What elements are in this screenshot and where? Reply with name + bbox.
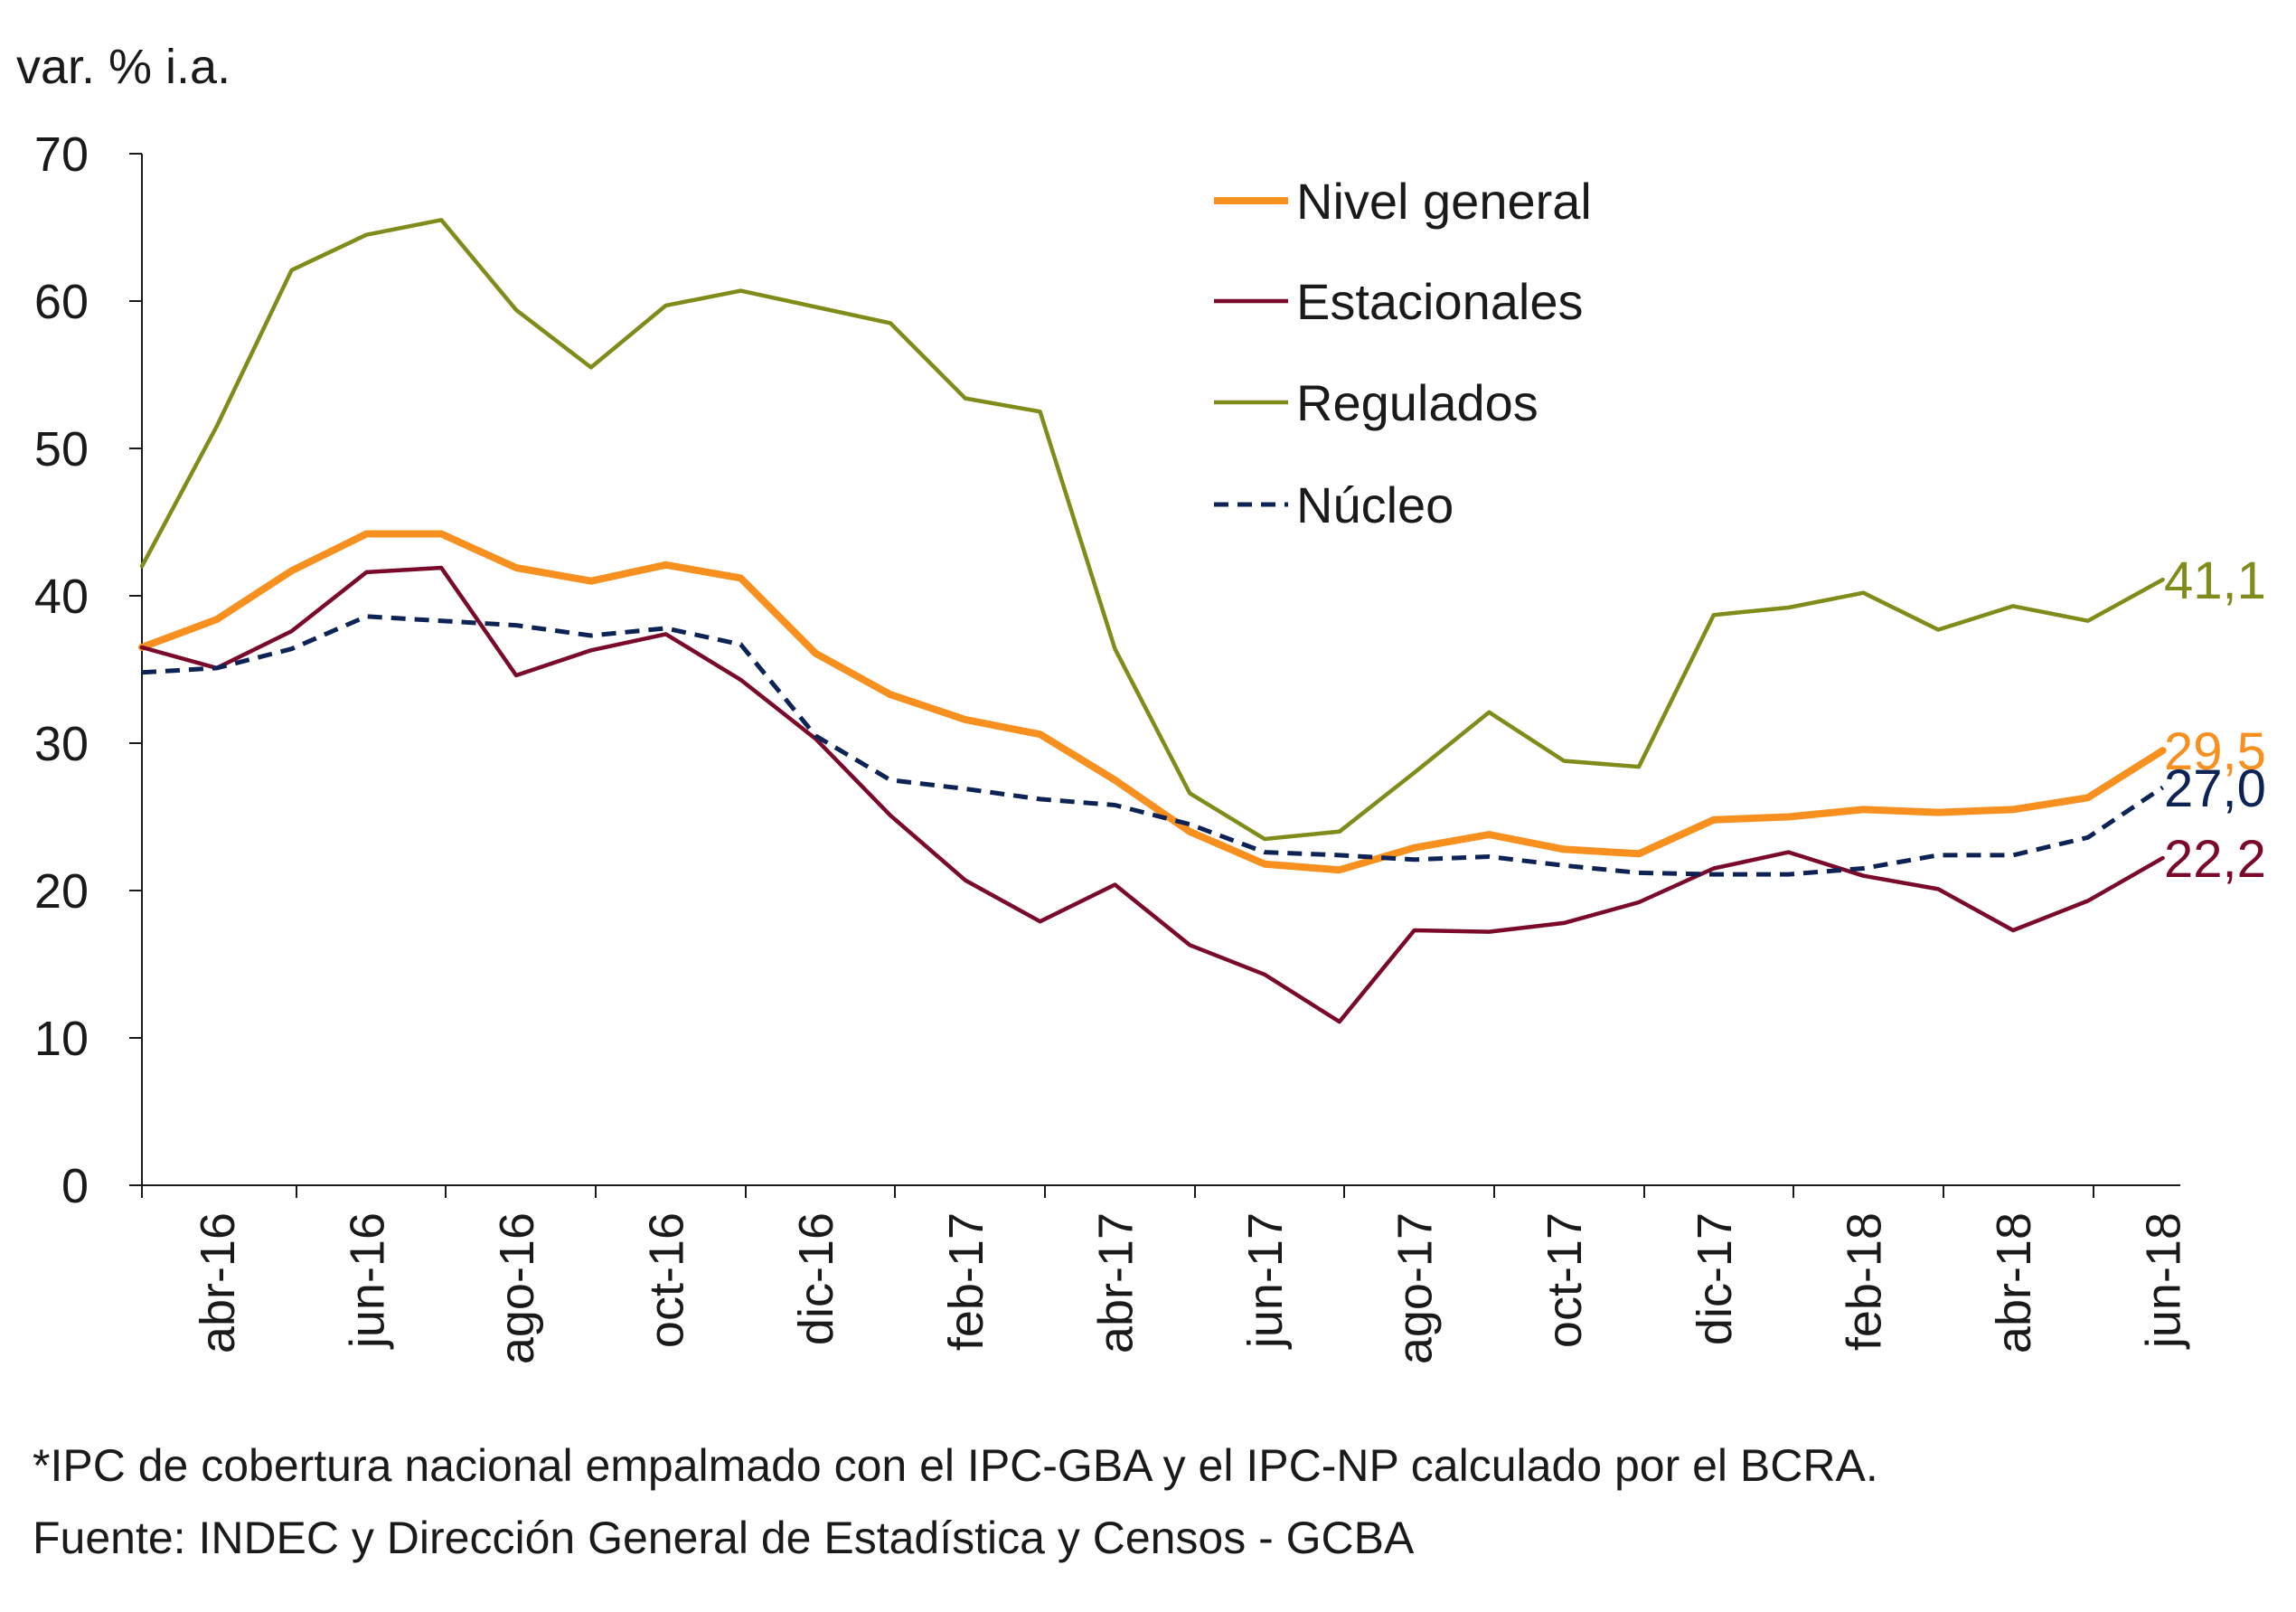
y-tick-label: 60 — [34, 275, 89, 329]
y-tick-label: 10 — [34, 1012, 89, 1066]
x-tick-label: dic-16 — [789, 1212, 843, 1345]
series-layer — [138, 218, 2167, 1024]
x-tick-label: ago-17 — [1388, 1212, 1443, 1364]
end-label: 22,2 — [2164, 830, 2266, 889]
y-tick-label: 50 — [34, 422, 89, 476]
series-line-nivel-general — [138, 530, 2167, 874]
end-label: 27,0 — [2164, 759, 2266, 818]
series-line-estacionales — [139, 565, 2165, 1024]
series-line-regulados — [139, 218, 2165, 842]
x-tick-label: jun-17 — [1238, 1212, 1293, 1350]
legend-label: Nivel general — [1296, 173, 1592, 230]
x-tick-label: ago-16 — [490, 1212, 544, 1364]
x-tick-label: jun-16 — [340, 1212, 394, 1350]
x-tick-label: oct-16 — [640, 1212, 694, 1348]
footnote: *IPC de cobertura nacional empalmado con… — [33, 1440, 1878, 1491]
y-tick-label: 30 — [34, 717, 89, 771]
x-tick-label: abr-18 — [1987, 1212, 2041, 1353]
y-tick-label: 40 — [34, 570, 89, 624]
x-tick-label: abr-17 — [1088, 1212, 1143, 1353]
legend-label: Núcleo — [1296, 476, 1454, 533]
y-axis-label: var. % i.a. — [16, 40, 231, 94]
end-label: 41,1 — [2164, 551, 2266, 610]
legend: Nivel general Estacionales Regulados Núcleo — [1214, 173, 1592, 533]
y-tick-label: 20 — [34, 864, 89, 919]
x-tick-label: oct-17 — [1538, 1212, 1592, 1348]
x-tick-label: feb-17 — [939, 1212, 993, 1351]
x-tick-label: feb-18 — [1837, 1212, 1891, 1351]
source-note: Fuente: INDEC y Dirección General de Est… — [33, 1513, 1415, 1563]
y-tick-label: 70 — [34, 127, 89, 182]
legend-label: Estacionales — [1296, 273, 1584, 330]
x-tick-label: abr-16 — [191, 1212, 245, 1353]
end-label: 29,5 — [2164, 722, 2266, 781]
line-chart: var. % i.a. 0 10 20 30 40 50 60 70 abr-16 jun-16 a… — [16, 40, 2266, 1364]
axes: 0 10 20 30 40 50 60 70 abr-16 jun-16 ago-16 oct-16 d… — [34, 127, 2191, 1364]
x-tick-label: jun-18 — [2137, 1212, 2191, 1350]
x-tick-label: dic-17 — [1688, 1212, 1742, 1345]
series-line-núcleo — [141, 614, 2164, 877]
y-tick-label: 0 — [61, 1159, 89, 1213]
end-labels: 29,5 22,2 41,1 27,0 — [2164, 551, 2266, 889]
legend-label: Regulados — [1296, 374, 1539, 431]
